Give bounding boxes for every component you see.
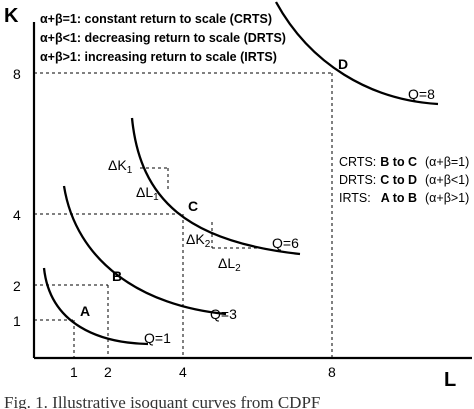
- legend-right-drts-cond: (α+β<1): [425, 173, 469, 187]
- x-tick-8: 8: [328, 364, 336, 380]
- legend-right-crts-cond: (α+β=1): [425, 155, 469, 169]
- y-tick-4: 4: [13, 207, 21, 223]
- isoquant-q8: [274, 1, 439, 106]
- isoquant-q6: [130, 117, 301, 256]
- figure-caption: Fig. 1. Illustrative isoquant curves fro…: [4, 393, 320, 409]
- x-tick-2: 2: [104, 364, 112, 380]
- point-label-b: B: [112, 268, 122, 284]
- y-axis-label: K: [4, 5, 19, 27]
- curve-label-q3: Q=3: [210, 306, 237, 322]
- curve-label-q1: Q=1: [144, 330, 171, 346]
- legend-right-irts: IRTS: A to B: [339, 191, 417, 205]
- point-label-a: A: [80, 303, 90, 319]
- legend-irts-line: α+β>1: increasing return to scale (IRTS): [40, 50, 277, 64]
- legend-right-drts: DRTS: C to D: [339, 173, 417, 187]
- point-label-c: C: [188, 198, 198, 214]
- isoquant-q3: [62, 185, 227, 316]
- x-axis-label: L: [444, 369, 456, 391]
- y-tick-8: 8: [13, 66, 21, 82]
- y-tick-1: 1: [13, 313, 21, 329]
- y-tick-2: 2: [13, 278, 21, 294]
- x-tick-4: 4: [179, 364, 187, 380]
- delta-k2-label: ΔK2: [186, 231, 211, 250]
- curve-label-q8: Q=8: [408, 86, 435, 102]
- legend-right-crts: CRTS: B to C: [339, 155, 417, 169]
- x-tick-1: 1: [70, 364, 78, 380]
- legend-right-irts-cond: (α+β>1): [425, 191, 469, 205]
- delta-l2-label: ΔL2: [218, 255, 241, 274]
- legend-crts-line: α+β=1: constant return to scale (CRTS): [40, 12, 272, 26]
- delta-l1-label: ΔL1: [136, 184, 159, 203]
- legend-drts-line: α+β<1: decreasing return to scale (DRTS): [40, 31, 286, 45]
- curve-label-q6: Q=6: [272, 235, 299, 251]
- point-label-d: D: [338, 56, 348, 72]
- delta-k1-label: ΔK1: [108, 157, 133, 176]
- isoquant-q1: [42, 267, 149, 346]
